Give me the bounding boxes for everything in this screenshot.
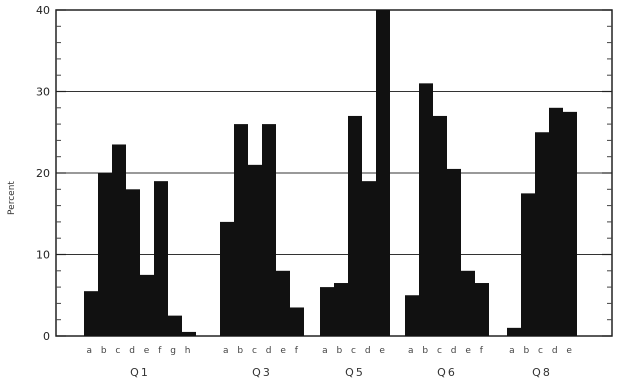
bar-Q5-a <box>320 287 334 336</box>
group-label-Q1: Q1 <box>130 366 150 379</box>
y-tick-label: 30 <box>36 86 50 99</box>
bar-Q8-a <box>507 327 521 336</box>
category-labels-Q5: a b c d e <box>322 346 388 356</box>
category-labels-Q1: a b c d e f g h <box>86 346 193 356</box>
category-labels-Q3: a b c d e f <box>223 346 301 356</box>
bar-Q3-e <box>276 270 290 336</box>
bar-Q5-d <box>362 181 376 336</box>
bar-Q3-f <box>290 307 304 336</box>
bar-Q1-f <box>154 181 168 336</box>
y-tick-label: 0 <box>43 330 50 343</box>
category-labels-Q8: a b c d e <box>509 346 575 356</box>
y-tick-label: 40 <box>36 4 50 17</box>
bar-Q6-b <box>419 83 433 336</box>
bar-Q3-d <box>262 124 276 336</box>
bar-Q8-c <box>535 132 549 336</box>
category-labels-Q6: a b c d e f <box>408 346 486 356</box>
group-label-Q5: Q5 <box>345 366 365 379</box>
bar-Q6-e <box>461 270 475 336</box>
bar-Q3-b <box>234 124 248 336</box>
y-tick-label: 20 <box>36 167 50 180</box>
bar-Q1-a <box>84 291 98 336</box>
bar-Q5-e <box>376 10 390 336</box>
bar-Q1-g <box>168 315 182 336</box>
bar-Q1-h <box>182 331 196 336</box>
bar-Q1-c <box>112 144 126 336</box>
bar-Q1-b <box>98 173 112 336</box>
group-label-Q6: Q6 <box>437 366 457 379</box>
gridlines <box>56 91 612 255</box>
bar-Q6-c <box>433 115 447 336</box>
y-axis: 0 10 20 30 40 <box>36 4 612 343</box>
bar-Q6-d <box>447 168 461 336</box>
bar-Q1-d <box>126 189 140 336</box>
bar-Q6-a <box>405 295 419 336</box>
group-label-Q3: Q3 <box>252 366 272 379</box>
bar-Q1-e <box>140 274 154 336</box>
bar-Q8-b <box>521 193 535 336</box>
bar-Q5-b <box>334 283 348 336</box>
bar-Q8-e <box>563 111 577 336</box>
bar-Q3-c <box>248 164 262 336</box>
group-label-Q8: Q8 <box>532 366 552 379</box>
y-axis-label: Percent <box>7 181 17 215</box>
x-axis: a b c d e f g h Q1 a b c d e f Q3 a b c d e Q… <box>86 346 575 379</box>
bars <box>84 10 577 336</box>
y-tick-label: 10 <box>36 249 50 262</box>
bar-Q6-f <box>475 283 489 336</box>
bar-Q3-a <box>220 221 234 336</box>
bar-Q5-c <box>348 115 362 336</box>
bar-Q8-d <box>549 107 563 336</box>
